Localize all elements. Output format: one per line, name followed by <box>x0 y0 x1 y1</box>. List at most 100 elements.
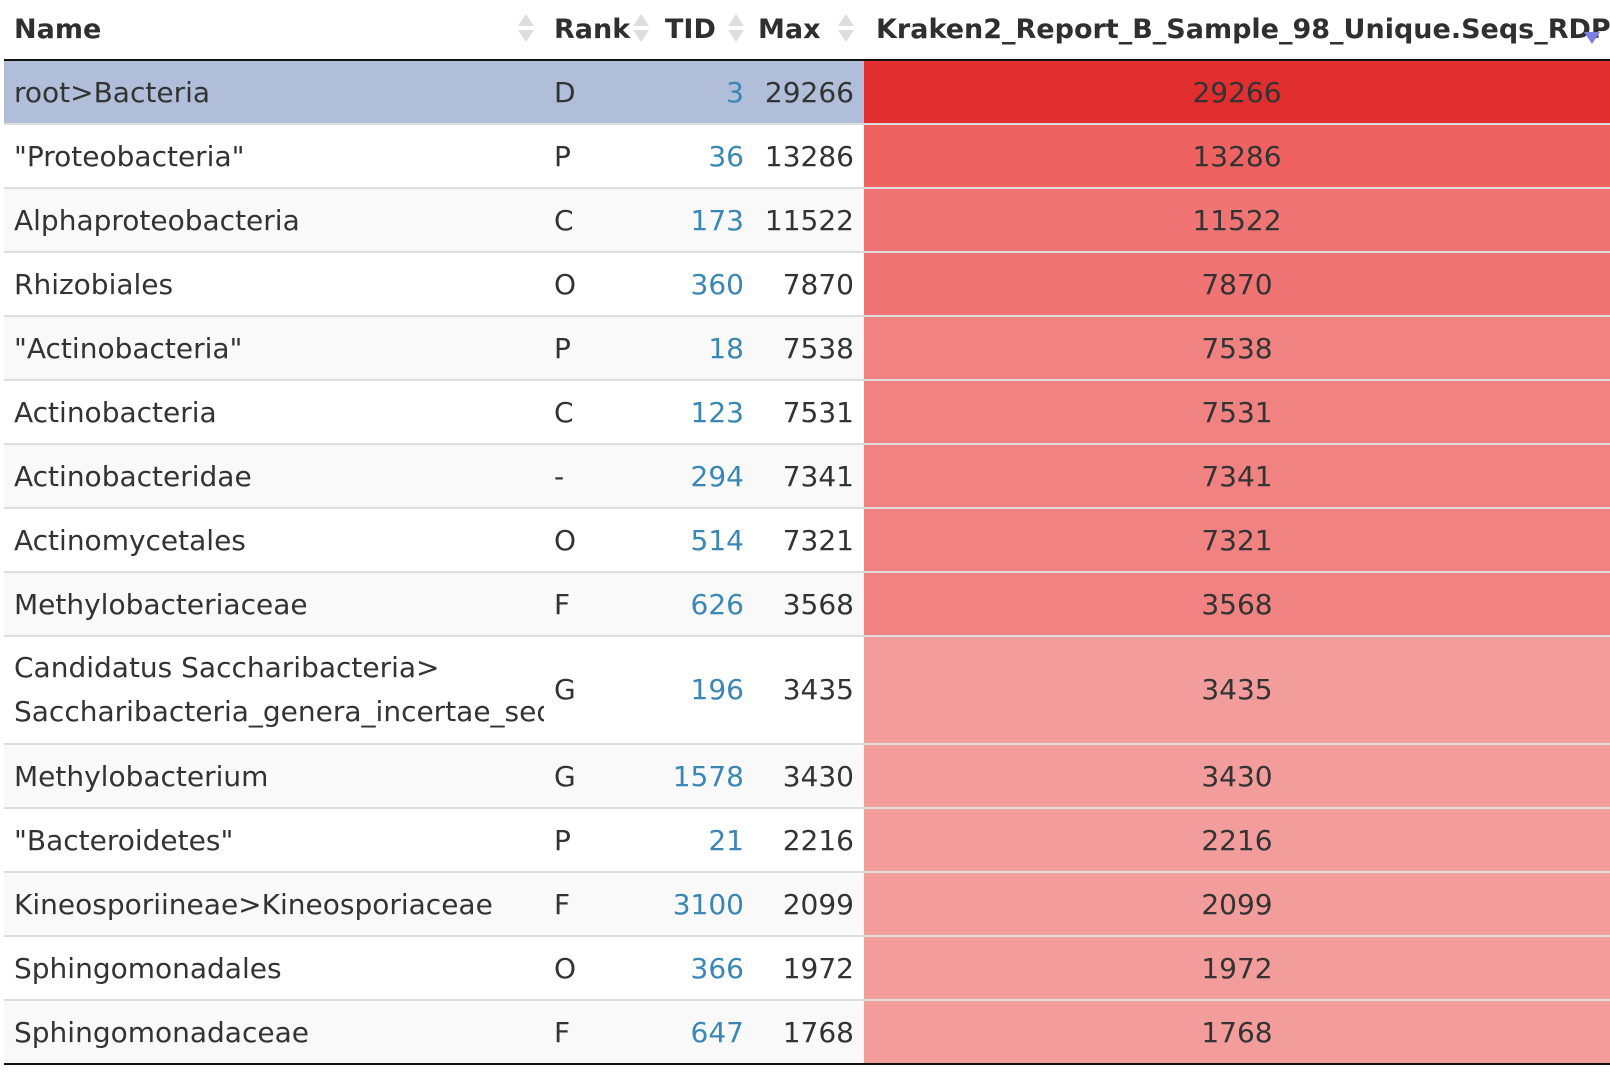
cell-max: 29266 <box>754 60 864 125</box>
sort-both-icon[interactable] <box>838 12 854 46</box>
sort-both-icon[interactable] <box>633 12 649 46</box>
cell-rank: G <box>544 744 659 809</box>
table-row[interactable]: Rhizobiales O 360 7870 7870 <box>4 252 1610 317</box>
cell-name: "Actinobacteria" <box>4 316 544 381</box>
cell-rank: - <box>544 444 659 509</box>
cell-tid-link[interactable]: 173 <box>659 188 754 253</box>
cell-max: 7870 <box>754 252 864 317</box>
table-row[interactable]: Actinobacteria C 123 7531 7531 <box>4 380 1610 445</box>
table-row[interactable]: "Actinobacteria" P 18 7538 7538 <box>4 316 1610 381</box>
cell-tid-link[interactable]: 3100 <box>659 872 754 937</box>
table-row[interactable]: Alphaproteobacteria C 173 11522 11522 <box>4 188 1610 253</box>
cell-sample-value: 3430 <box>864 744 1610 809</box>
cell-tid-link[interactable]: 1578 <box>659 744 754 809</box>
table-row[interactable]: root>Bacteria D 3 29266 29266 <box>4 60 1610 125</box>
cell-tid-link[interactable]: 18 <box>659 316 754 381</box>
cell-tid-link[interactable]: 360 <box>659 252 754 317</box>
column-header-tid[interactable]: TID <box>659 0 754 61</box>
cell-tid-link[interactable]: 647 <box>659 1000 754 1065</box>
cell-tid-link[interactable]: 514 <box>659 508 754 573</box>
cell-max: 2099 <box>754 872 864 937</box>
cell-rank: P <box>544 124 659 189</box>
cell-rank: O <box>544 508 659 573</box>
cell-rank: P <box>544 316 659 381</box>
cell-max: 2216 <box>754 808 864 873</box>
cell-max: 7531 <box>754 380 864 445</box>
cell-name: Sphingomonadaceae <box>4 1000 544 1065</box>
cell-name: Kineosporiineae>Kineosporiaceae <box>4 872 544 937</box>
cell-name: Actinomycetales <box>4 508 544 573</box>
cell-tid-link[interactable]: 3 <box>659 60 754 125</box>
cell-max: 7538 <box>754 316 864 381</box>
taxonomy-table-container: Name Rank TID Max Kraken2_Report_B_Sampl… <box>4 0 1610 1065</box>
cell-rank: F <box>544 1000 659 1065</box>
table-row[interactable]: Candidatus Saccharibacteria> Saccharibact… <box>4 636 1610 745</box>
cell-tid-link[interactable]: 21 <box>659 808 754 873</box>
table-row[interactable]: Sphingomonadales O 366 1972 1972 <box>4 936 1610 1001</box>
cell-sample-value: 7321 <box>864 508 1610 573</box>
sort-descending-icon[interactable] <box>1584 12 1600 46</box>
cell-name: Methylobacteriaceae <box>4 572 544 637</box>
cell-sample-value: 3568 <box>864 572 1610 637</box>
cell-max: 13286 <box>754 124 864 189</box>
cell-sample-value: 1768 <box>864 1000 1610 1065</box>
cell-sample-value: 1972 <box>864 936 1610 1001</box>
cell-sample-value: 7531 <box>864 380 1610 445</box>
cell-rank: O <box>544 252 659 317</box>
cell-tid-link[interactable]: 366 <box>659 936 754 1001</box>
table-row[interactable]: Kineosporiineae>Kineosporiaceae F 3100 2099… <box>4 872 1610 937</box>
cell-max: 3435 <box>754 636 864 745</box>
table-row[interactable]: Actinobacteridae -294 7341 7341 <box>4 444 1610 509</box>
cell-rank: C <box>544 380 659 445</box>
cell-tid-link[interactable]: 36 <box>659 124 754 189</box>
cell-name: "Bacteroidetes" <box>4 808 544 873</box>
cell-sample-value: 2099 <box>864 872 1610 937</box>
column-header-name-label: Name <box>14 14 102 45</box>
cell-name: Alphaproteobacteria <box>4 188 544 253</box>
table-body: root>Bacteria D 3 29266 29266 "Proteobacteria… <box>4 60 1610 1065</box>
cell-tid-link[interactable]: 123 <box>659 380 754 445</box>
cell-max: 1972 <box>754 936 864 1001</box>
cell-name: Actinobacteria <box>4 380 544 445</box>
table-header: Name Rank TID Max Kraken2_Report_B_Sampl… <box>4 0 1610 61</box>
cell-max: 7341 <box>754 444 864 509</box>
cell-name: Sphingomonadales <box>4 936 544 1001</box>
cell-name: root>Bacteria <box>4 60 544 125</box>
cell-name: Candidatus Saccharibacteria> Saccharibact… <box>4 636 544 745</box>
table-row[interactable]: "Bacteroidetes" P 21 2216 2216 <box>4 808 1610 873</box>
cell-max: 3568 <box>754 572 864 637</box>
table-row[interactable]: Sphingomonadaceae F 647 1768 1768 <box>4 1000 1610 1065</box>
column-header-name[interactable]: Name <box>4 0 544 61</box>
cell-max: 11522 <box>754 188 864 253</box>
cell-rank: P <box>544 808 659 873</box>
table-row[interactable]: Methylobacterium G 1578 3430 3430 <box>4 744 1610 809</box>
cell-sample-value: 13286 <box>864 124 1610 189</box>
cell-tid-link[interactable]: 626 <box>659 572 754 637</box>
cell-name: Rhizobiales <box>4 252 544 317</box>
cell-rank: D <box>544 60 659 125</box>
header-row: Name Rank TID Max Kraken2_Report_B_Sampl… <box>4 0 1610 61</box>
sort-both-icon[interactable] <box>518 12 534 46</box>
table-row[interactable]: Actinomycetales O 514 7321 7321 <box>4 508 1610 573</box>
cell-rank: C <box>544 188 659 253</box>
cell-tid-link[interactable]: 294 <box>659 444 754 509</box>
cell-name: Actinobacteridae <box>4 444 544 509</box>
column-header-max[interactable]: Max <box>754 0 864 61</box>
cell-max: 1768 <box>754 1000 864 1065</box>
cell-sample-value: 7341 <box>864 444 1610 509</box>
cell-rank: F <box>544 572 659 637</box>
column-header-max-label: Max <box>758 14 821 45</box>
column-header-rank[interactable]: Rank <box>544 0 659 61</box>
table-row[interactable]: Methylobacteriaceae F 626 3568 3568 <box>4 572 1610 637</box>
cell-tid-link[interactable]: 196 <box>659 636 754 745</box>
cell-name: "Proteobacteria" <box>4 124 544 189</box>
cell-max: 7321 <box>754 508 864 573</box>
taxonomy-table: Name Rank TID Max Kraken2_Report_B_Sampl… <box>4 0 1610 1065</box>
cell-sample-value: 11522 <box>864 188 1610 253</box>
table-row[interactable]: "Proteobacteria" P 36 13286 13286 <box>4 124 1610 189</box>
sort-both-icon[interactable] <box>728 12 744 46</box>
column-header-rank-label: Rank <box>554 14 631 45</box>
cell-max: 3430 <box>754 744 864 809</box>
column-header-sample[interactable]: Kraken2_Report_B_Sample_98_Unique.Seqs_R… <box>864 0 1610 61</box>
cell-sample-value: 7870 <box>864 252 1610 317</box>
